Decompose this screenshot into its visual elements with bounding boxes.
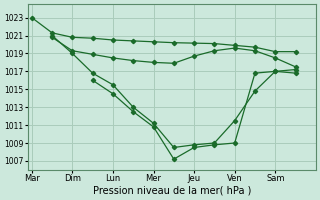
X-axis label: Pression niveau de la mer( hPa ): Pression niveau de la mer( hPa ) — [92, 186, 251, 196]
